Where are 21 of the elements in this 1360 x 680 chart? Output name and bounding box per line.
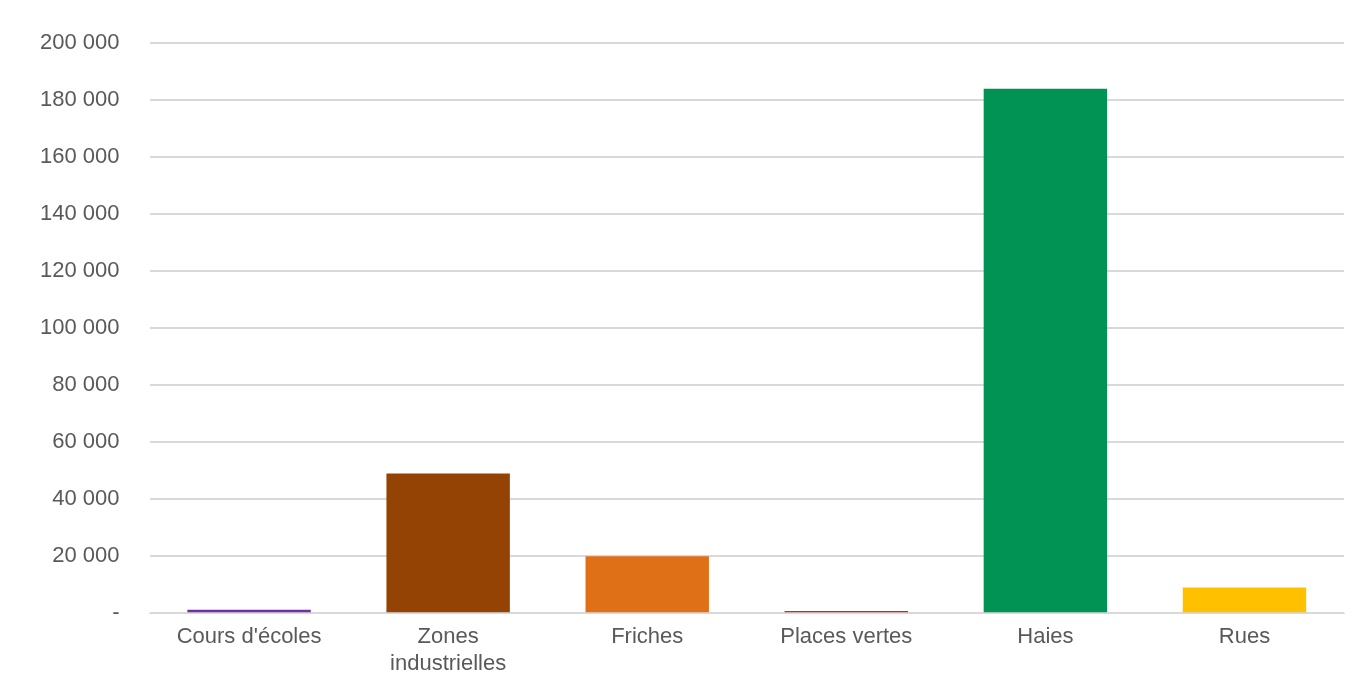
y-tick-label: 80 000: [52, 371, 120, 397]
y-tick-label: 60 000: [52, 428, 120, 454]
x-tick-label: Zones industrielles: [390, 623, 507, 675]
y-tick-label: 120 000: [39, 257, 120, 283]
y-tick-label: -: [112, 599, 120, 625]
y-tick-label: 40 000: [52, 485, 120, 511]
x-tick-label: Friches: [611, 623, 684, 649]
x-tick-label: Cours d'écoles: [176, 623, 322, 649]
bar: [1182, 587, 1307, 613]
y-tick-label: 200 000: [39, 29, 120, 55]
x-tick-label: Haies: [1017, 623, 1074, 649]
bar: [386, 473, 510, 613]
y-tick-label: 180 000: [39, 86, 120, 112]
y-tick-label: 100 000: [39, 314, 120, 340]
bar: [983, 88, 1108, 613]
y-tick-label: 140 000: [39, 200, 120, 226]
x-tick-label: Places vertes: [780, 623, 913, 649]
x-tick-label: Rues: [1218, 623, 1271, 649]
bar: [585, 556, 709, 613]
y-tick-label: 160 000: [39, 143, 120, 169]
y-tick-label: 20 000: [52, 542, 120, 568]
